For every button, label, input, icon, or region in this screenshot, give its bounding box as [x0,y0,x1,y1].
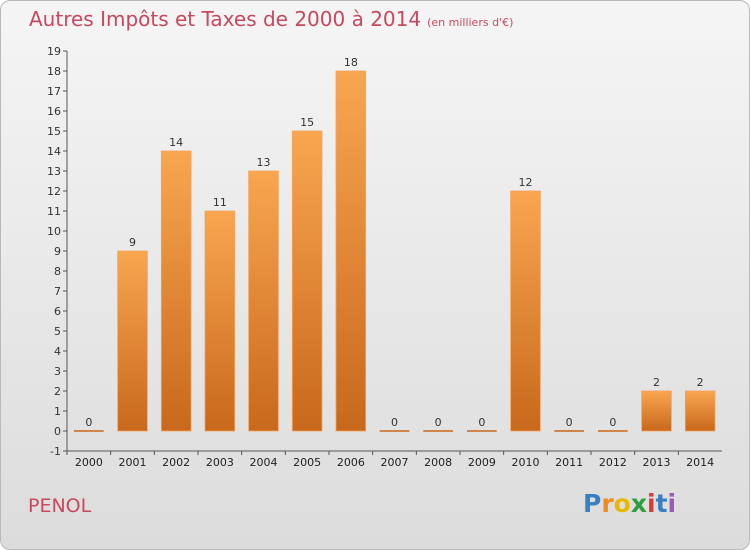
x-tick-label: 2009 [468,456,496,469]
x-tick-label: 2002 [162,456,190,469]
data-label: 9 [129,236,136,249]
x-tick-label: 2006 [337,456,365,469]
data-label: 12 [519,176,533,189]
y-tick-label: 18 [47,65,61,78]
data-label: 13 [257,156,271,169]
chart-data-labels: 0 9 14 11 13 15 18 0 0 0 12 0 0 2 2 [85,56,703,429]
chart-bars [73,70,716,432]
data-label: 2 [653,376,660,389]
bar [510,190,541,432]
commune-name: PENOL [28,495,92,517]
y-tick-label: 12 [47,185,61,198]
y-tick-label: 9 [54,245,61,258]
y-tick-label: 16 [47,105,61,118]
x-tick-label: 2001 [119,456,147,469]
logo-letter: o [613,489,631,518]
data-label: 14 [169,136,183,149]
chart-title: Autres Impôts et Taxes de 2000 à 2014 (en… [29,7,513,31]
chart-title-text: Autres Impôts et Taxes de 2000 à 2014 [29,7,422,31]
data-label: 0 [435,416,442,429]
y-tick-label: 15 [47,125,61,138]
y-tick-label: 0 [54,425,61,438]
y-tick-label: 11 [47,205,61,218]
chart-unit: (en milliers d'€) [427,16,514,29]
bar [160,150,192,432]
data-label: 15 [300,116,314,129]
bar [117,250,148,432]
x-tick-label: 2003 [206,456,234,469]
y-tick-label: 10 [47,225,61,238]
y-tick-label: 2 [54,385,61,398]
data-label: 0 [566,416,573,429]
data-label: 0 [85,416,92,429]
x-tick-label: 2004 [250,456,278,469]
y-tick-label: -1 [50,445,61,458]
x-tick-label: 2013 [643,456,671,469]
y-tick-label: 19 [47,45,61,58]
data-label: 18 [344,56,358,69]
logo-letter: r [601,489,614,518]
x-tick-label: 2007 [381,456,409,469]
data-label: 0 [391,416,398,429]
logo-letter: i [647,489,656,518]
y-tick-label: 17 [47,85,61,98]
data-label: 0 [478,416,485,429]
y-tick-label: 13 [47,165,61,178]
x-tick-label: 2012 [599,456,627,469]
bar [335,70,367,432]
logo-letter: x [630,489,647,518]
x-tick-label: 2000 [75,456,103,469]
y-tick-label: 8 [54,265,61,278]
logo-letter: t [655,489,668,518]
y-tick-label: 5 [54,325,61,338]
bar [204,210,236,432]
x-tick-label: 2010 [512,456,540,469]
x-tick-label: 2011 [555,456,583,469]
x-tick-label: 2008 [424,456,452,469]
y-tick-label: 3 [54,365,61,378]
data-label: 11 [213,196,227,209]
proxiti-logo: Proxiti [583,489,676,518]
y-tick-label: 1 [54,405,61,418]
logo-letter: P [583,489,602,518]
y-tick-label: 4 [54,345,61,358]
bar [291,130,323,432]
x-tick-label: 2014 [686,456,714,469]
bar [684,390,716,432]
data-label: 0 [609,416,616,429]
logo-letter: i [667,489,677,518]
bar [248,170,279,432]
y-tick-label: 7 [54,285,61,298]
data-label: 2 [697,376,704,389]
y-tick-label: 6 [54,305,61,318]
x-tick-label: 2005 [293,456,321,469]
y-tick-label: 14 [47,145,61,158]
bar [641,390,672,432]
